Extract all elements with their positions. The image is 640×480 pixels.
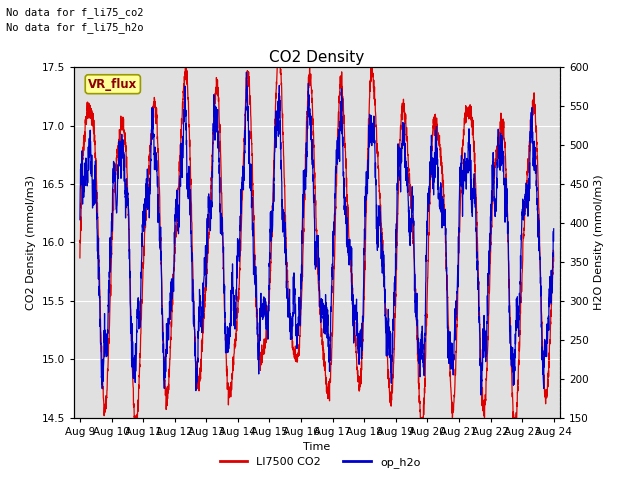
Text: No data for f_li75_co2: No data for f_li75_co2 <box>6 7 144 18</box>
Text: VR_flux: VR_flux <box>88 78 138 91</box>
Legend: LI7500 CO2, op_h2o: LI7500 CO2, op_h2o <box>215 452 425 472</box>
Y-axis label: H2O Density (mmol/m3): H2O Density (mmol/m3) <box>595 175 604 310</box>
X-axis label: Time: Time <box>303 442 330 452</box>
Y-axis label: CO2 Density (mmol/m3): CO2 Density (mmol/m3) <box>26 175 36 310</box>
Title: CO2 Density: CO2 Density <box>269 49 364 65</box>
Text: No data for f_li75_h2o: No data for f_li75_h2o <box>6 22 144 33</box>
